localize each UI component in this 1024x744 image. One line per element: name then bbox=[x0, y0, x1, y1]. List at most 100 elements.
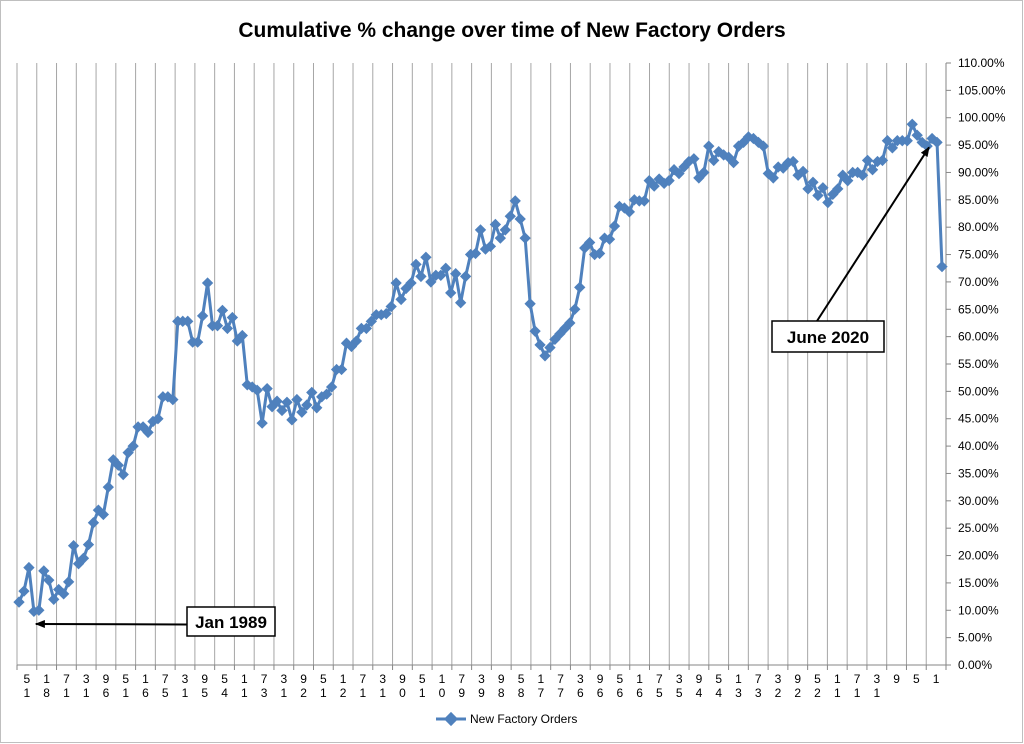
data-point bbox=[807, 176, 819, 188]
data-point bbox=[301, 399, 313, 411]
x-tick-label: 9 bbox=[893, 672, 900, 686]
data-point bbox=[812, 189, 824, 202]
data-point bbox=[519, 232, 531, 244]
y-tick-label: 85.00% bbox=[958, 193, 999, 207]
data-point bbox=[33, 604, 45, 616]
data-point bbox=[142, 426, 154, 439]
data-point bbox=[216, 304, 229, 317]
data-point bbox=[43, 574, 55, 586]
data-point bbox=[425, 276, 437, 288]
y-tick-label: 10.00% bbox=[958, 603, 999, 617]
data-point bbox=[842, 175, 854, 187]
callout-arrow-jan-1989 bbox=[34, 619, 188, 628]
gridlines bbox=[16, 63, 947, 665]
data-point bbox=[936, 260, 948, 273]
data-point bbox=[797, 165, 809, 178]
chart-title: Cumulative % change over time of New Fac… bbox=[238, 19, 785, 42]
data-point bbox=[58, 588, 70, 600]
axes: 5 11 87 13 19 65 11 67 53 19 55 41 17 33 19 25 11 27 13 19 0… bbox=[16, 56, 1006, 700]
data-point bbox=[191, 336, 204, 348]
y-tick-label: 50.00% bbox=[958, 384, 999, 398]
y-tick-label: 100.00% bbox=[958, 111, 1006, 125]
data-point bbox=[931, 136, 943, 149]
data-point bbox=[474, 224, 487, 236]
data-point bbox=[544, 341, 556, 354]
y-tick-label: 80.00% bbox=[958, 220, 999, 234]
data-point bbox=[906, 118, 918, 130]
data-point bbox=[876, 154, 889, 167]
data-point bbox=[817, 182, 829, 194]
data-point bbox=[469, 247, 482, 260]
data-point bbox=[196, 310, 209, 322]
data-point bbox=[574, 281, 586, 294]
data-point bbox=[152, 413, 164, 425]
y-tick-label: 25.00% bbox=[958, 521, 999, 535]
data-point bbox=[494, 232, 507, 244]
data-point bbox=[445, 287, 457, 299]
data-point bbox=[450, 268, 462, 280]
data-point bbox=[435, 269, 447, 281]
data-point bbox=[459, 270, 472, 283]
data-point bbox=[335, 363, 348, 376]
data-point bbox=[87, 517, 100, 529]
y-tick-label: 70.00% bbox=[958, 275, 999, 289]
data-point bbox=[167, 393, 179, 406]
data-point bbox=[663, 175, 675, 187]
data-point bbox=[727, 156, 740, 169]
data-point bbox=[688, 153, 700, 165]
y-tick-label: 45.00% bbox=[958, 412, 999, 426]
data-point bbox=[802, 183, 814, 195]
y-tick-label: 20.00% bbox=[958, 549, 999, 563]
data-point bbox=[385, 300, 397, 313]
data-point bbox=[62, 576, 75, 588]
data-point bbox=[608, 220, 621, 232]
y-tick-label: 0.00% bbox=[958, 658, 992, 672]
data-point bbox=[420, 251, 432, 263]
data-point bbox=[881, 135, 894, 147]
data-point bbox=[504, 210, 516, 222]
data-point bbox=[350, 335, 363, 347]
y-tick-label: 30.00% bbox=[958, 494, 999, 508]
y-tick-label: 95.00% bbox=[958, 138, 999, 152]
y-tick-label: 90.00% bbox=[958, 165, 999, 179]
data-point bbox=[291, 393, 303, 406]
data-point bbox=[698, 166, 710, 179]
data-point bbox=[251, 384, 263, 396]
data-point bbox=[395, 293, 407, 306]
data-point bbox=[281, 396, 293, 408]
data-point bbox=[886, 142, 899, 154]
y-tick-label: 75.00% bbox=[958, 248, 999, 262]
series-line-new-factory-orders bbox=[13, 118, 948, 618]
callout-label-jan-1989: Jan 1989 bbox=[195, 613, 267, 632]
data-point bbox=[226, 311, 239, 324]
data-point bbox=[623, 206, 636, 218]
data-point bbox=[524, 298, 536, 310]
data-point bbox=[365, 315, 377, 327]
series-line bbox=[17, 122, 944, 613]
callout-label-june-2020: June 2020 bbox=[787, 328, 869, 347]
data-point bbox=[529, 325, 541, 337]
annotations: Jan 1989 June 2020 bbox=[34, 146, 930, 637]
data-point bbox=[638, 195, 650, 207]
data-point bbox=[102, 481, 114, 493]
y-tick-label: 5.00% bbox=[958, 631, 992, 645]
